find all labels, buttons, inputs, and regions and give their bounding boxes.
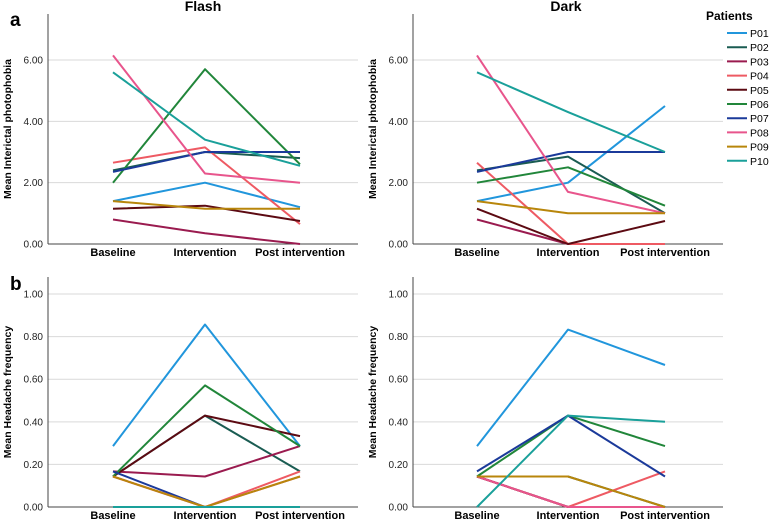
legend-items: P01 P02 P03 P04 P05 P06 P07 P08 P09 P10 xyxy=(727,28,769,168)
y-axis-title: Mean Interictal photophobia xyxy=(367,59,379,199)
chart-panel-4: 0.00 0.20 0.40 0.60 0.80 1.00 Mean Headache fr… xyxy=(367,277,723,522)
chart-panel-1: 0.00 2.00 4.00 6.00 Mean Interictal photopho… xyxy=(2,14,358,259)
series-line-p09 xyxy=(476,200,665,215)
y-tick-label: 2.00 xyxy=(389,178,409,189)
series-line-p02 xyxy=(112,414,301,478)
x-category-label: Baseline xyxy=(454,247,499,259)
series-line-p01 xyxy=(112,323,301,447)
legend-label-p06: P06 xyxy=(750,99,769,111)
legend-label-p09: P09 xyxy=(750,142,769,154)
series-line-p01 xyxy=(476,105,666,203)
y-tick-label: 0.20 xyxy=(24,460,44,471)
panels: 0.00 2.00 4.00 6.00 Mean Interictal photopho… xyxy=(2,14,723,522)
y-tick-label: 0.00 xyxy=(389,503,409,514)
series-line-p06 xyxy=(112,384,301,478)
series-line-p10 xyxy=(112,71,301,167)
x-category-label: Baseline xyxy=(90,510,135,520)
column-title-dark: Dark xyxy=(550,0,581,14)
y-tick-label: 1.00 xyxy=(389,290,409,301)
series-line-p07 xyxy=(476,414,666,478)
y-tick-label: 0.40 xyxy=(24,417,44,428)
legend: Patients P01 P02 P03 P04 P05 P06 P07 P08 P09 P10 xyxy=(706,9,769,168)
x-category-label: Intervention xyxy=(174,510,237,520)
x-category-label: Post intervention xyxy=(620,510,710,520)
series-line-p08 xyxy=(112,54,301,184)
x-category-label: Post intervention xyxy=(255,247,345,259)
series-line-p06 xyxy=(476,414,666,478)
series-line-p06 xyxy=(112,68,301,184)
series-line-p06 xyxy=(476,166,666,207)
row-label-a: a xyxy=(10,10,21,31)
x-category-label: Post intervention xyxy=(620,247,710,259)
y-tick-label: 0.00 xyxy=(24,503,44,514)
y-tick-label: 0.80 xyxy=(389,332,409,343)
y-axis-title: Mean Headache frequency xyxy=(367,326,379,459)
x-category-label: Baseline xyxy=(90,247,135,259)
x-category-label: Baseline xyxy=(454,510,499,520)
series-line-p10 xyxy=(476,71,666,153)
x-category-label: Intervention xyxy=(537,247,600,259)
legend-label-p07: P07 xyxy=(750,113,769,125)
series-line-p05 xyxy=(476,207,666,245)
series-line-p08 xyxy=(476,54,666,215)
y-tick-label: 4.00 xyxy=(24,117,44,128)
legend-label-p10: P10 xyxy=(750,156,769,168)
legend-label-p05: P05 xyxy=(750,85,769,97)
series-line-p05 xyxy=(112,204,301,222)
y-tick-label: 6.00 xyxy=(389,56,409,67)
y-tick-label: 0.60 xyxy=(389,375,409,386)
legend-label-p02: P02 xyxy=(750,42,769,54)
column-title-flash: Flash xyxy=(185,0,222,14)
legend-label-p04: P04 xyxy=(750,71,769,83)
series-line-p03 xyxy=(112,445,301,478)
series-line-p05 xyxy=(112,414,301,478)
series-line-p07 xyxy=(112,151,300,173)
chart-panel-3: 0.00 0.20 0.40 0.60 0.80 1.00 Mean Headache fr… xyxy=(2,277,358,522)
series-line-p03 xyxy=(112,218,301,245)
y-tick-label: 1.00 xyxy=(24,290,44,301)
series-line-p07 xyxy=(476,151,665,173)
series-line-p02 xyxy=(112,151,301,172)
y-tick-label: 0.00 xyxy=(24,240,44,251)
y-tick-label: 0.20 xyxy=(389,460,409,471)
series-line-p09 xyxy=(112,200,300,210)
y-tick-label: 0.40 xyxy=(389,417,409,428)
series-line-p04 xyxy=(112,146,301,225)
y-tick-label: 6.00 xyxy=(24,56,44,67)
y-tick-label: 0.00 xyxy=(389,240,409,251)
y-axis-title: Mean Headache frequency xyxy=(2,326,14,459)
legend-label-p08: P08 xyxy=(750,127,769,139)
y-axis-title: Mean Interictal photophobia xyxy=(2,59,14,199)
x-category-label: Post intervention xyxy=(255,510,345,520)
y-tick-label: 0.60 xyxy=(24,375,44,386)
x-category-label: Intervention xyxy=(174,247,237,259)
series-line-p10 xyxy=(476,414,666,508)
x-category-label: Intervention xyxy=(537,510,600,520)
row-label-b: b xyxy=(10,274,22,295)
y-tick-label: 2.00 xyxy=(24,178,44,189)
series-line-p04 xyxy=(476,161,665,245)
legend-label-p03: P03 xyxy=(750,56,769,68)
series-line-p03 xyxy=(476,218,665,245)
legend-title: Patients xyxy=(706,9,753,23)
chart-panel-2: 0.00 2.00 4.00 6.00 Mean Interictal photopho… xyxy=(367,14,723,259)
series-line-p08 xyxy=(476,475,665,508)
series-line-p01 xyxy=(476,328,666,447)
legend-label-p01: P01 xyxy=(750,28,769,40)
y-tick-label: 4.00 xyxy=(389,117,409,128)
y-tick-label: 0.80 xyxy=(24,332,44,343)
